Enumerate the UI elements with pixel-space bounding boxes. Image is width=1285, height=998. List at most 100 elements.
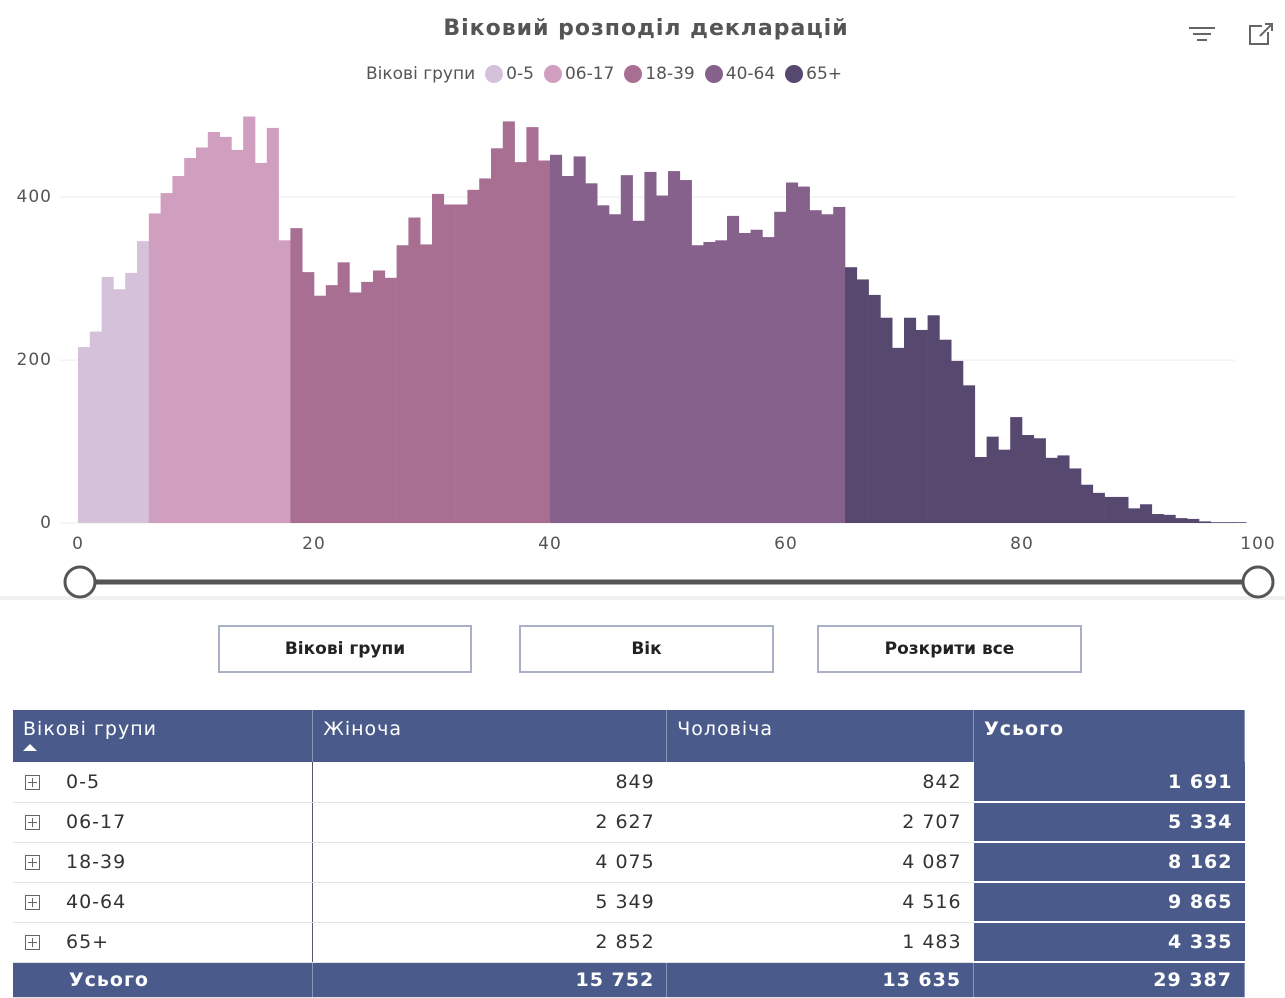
slider-handle[interactable] — [63, 565, 97, 599]
expand-icon[interactable] — [25, 774, 40, 790]
bar — [786, 182, 799, 523]
bar — [845, 267, 858, 523]
cell: 842 — [666, 762, 974, 803]
bar — [502, 121, 515, 523]
slider-handle[interactable] — [1241, 565, 1275, 599]
bar — [1045, 457, 1058, 523]
bar — [432, 193, 445, 523]
row-label-text: 40-64 — [66, 891, 127, 913]
cell: 5 334 — [973, 802, 1245, 843]
button[interactable]: Розкрити все — [817, 625, 1082, 673]
legend-title: Вікові групи — [366, 64, 476, 84]
cell: 2 627 — [312, 802, 667, 843]
button[interactable]: Вік — [519, 625, 774, 673]
bar — [137, 241, 150, 523]
bar — [703, 241, 716, 524]
cell: 4 087 — [666, 842, 974, 883]
row-label-text: 06-17 — [66, 811, 127, 833]
bar — [278, 240, 291, 523]
bar — [632, 220, 645, 523]
bar — [1092, 492, 1105, 523]
bar — [856, 279, 869, 523]
column-header[interactable]: Усього — [973, 710, 1245, 762]
legend-item[interactable]: 18-39 — [624, 64, 695, 84]
cell: 4 075 — [312, 842, 667, 883]
bar — [514, 162, 527, 523]
bar — [762, 237, 775, 524]
cell: 1 691 — [973, 762, 1245, 803]
chart-title: Віковий розподіл декларацій — [443, 16, 848, 41]
legend: Вікові групи 0-5 06-17 18-39 40-64 65+ — [366, 64, 842, 84]
legend-swatch — [624, 65, 643, 83]
header-row: Вікові групи Жіноча Чоловіча Усього — [13, 710, 1245, 762]
row-label-text: 18-39 — [66, 851, 127, 873]
cell: 9 865 — [973, 882, 1245, 923]
bar — [892, 347, 905, 523]
bar — [101, 276, 114, 523]
total: Усього 15 752 13 635 29 387 — [13, 962, 1245, 998]
y-tick-label: 0 — [40, 513, 52, 533]
legend-item[interactable]: 65+ — [785, 64, 842, 84]
bar — [951, 360, 964, 523]
legend-label: 18-39 — [645, 64, 695, 84]
bar — [1116, 496, 1129, 523]
row-label-text: 0-5 — [66, 770, 101, 793]
y-tick-label: 200 — [17, 350, 52, 370]
column-header[interactable]: Вікові групи — [13, 710, 314, 762]
bar — [207, 131, 220, 523]
row-label: 06-17 — [13, 802, 314, 843]
divider — [0, 596, 1285, 600]
bar — [443, 204, 456, 523]
bar — [89, 331, 102, 523]
focus-icon[interactable] — [1249, 23, 1273, 45]
bar — [243, 116, 256, 524]
legend-item[interactable]: 40-64 — [704, 64, 775, 84]
bar — [160, 193, 173, 524]
bar — [396, 245, 409, 523]
y-tick-label: 400 — [17, 187, 52, 207]
row-label: 0-5 — [13, 762, 314, 803]
bar — [1104, 496, 1117, 523]
button[interactable]: Вікові групи — [218, 625, 472, 673]
legend-item[interactable]: 06-17 — [543, 64, 615, 84]
x-tick-label: 20 — [302, 534, 326, 554]
bar — [620, 175, 633, 523]
bar — [585, 183, 598, 524]
row-label: 65+ — [13, 922, 314, 963]
bar — [1010, 417, 1023, 523]
bar — [727, 215, 740, 523]
bar — [1033, 438, 1046, 523]
bar — [609, 214, 622, 523]
legend-label: 06-17 — [564, 64, 615, 84]
bar — [384, 277, 397, 523]
bar — [184, 158, 197, 523]
column-header[interactable]: Жіноча — [312, 710, 668, 762]
legend-item[interactable]: 0-5 — [485, 64, 534, 84]
cell: 5 349 — [312, 882, 667, 923]
table-row: 40-64 5 349 4 516 9 865 — [13, 882, 1245, 923]
bar — [1057, 455, 1070, 523]
bar — [963, 385, 976, 523]
bar — [491, 148, 504, 523]
bar — [1210, 522, 1223, 523]
bar — [290, 228, 303, 523]
bar — [550, 154, 563, 523]
total-cell: 13 635 — [666, 962, 975, 998]
expand-icon[interactable] — [25, 855, 40, 870]
filter-icon[interactable] — [1189, 27, 1215, 41]
bar — [986, 436, 999, 523]
bar — [408, 217, 421, 524]
expand-icon[interactable] — [25, 935, 40, 950]
bar — [974, 457, 987, 523]
column-header[interactable]: Чоловіча — [666, 710, 975, 762]
expand-icon[interactable] — [25, 895, 40, 910]
bar — [325, 285, 338, 523]
bar — [998, 449, 1011, 523]
expand-icon[interactable] — [25, 815, 40, 830]
x-tick-label: 40 — [538, 534, 562, 554]
bar — [1163, 514, 1176, 523]
bar — [479, 178, 492, 524]
bar — [927, 315, 940, 523]
bar — [266, 127, 279, 523]
bar — [349, 292, 362, 523]
